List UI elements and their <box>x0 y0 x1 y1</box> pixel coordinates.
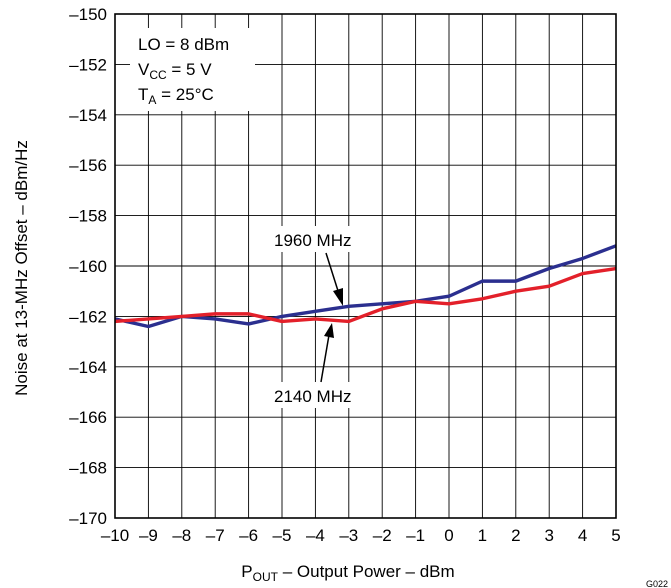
ta-annotation: TA = 25°C <box>138 85 214 107</box>
x-tick-label: –2 <box>373 526 392 545</box>
series-label-1960: 1960 MHz <box>274 231 351 250</box>
x-tick-label: 4 <box>578 526 587 545</box>
y-tick-label: –160 <box>69 257 107 276</box>
y-tick-label: –150 <box>69 5 107 24</box>
y-tick-label: –166 <box>69 408 107 427</box>
arrow-2140-head <box>324 323 334 338</box>
x-title-main: P <box>241 562 252 581</box>
ta-sub: A <box>148 93 156 107</box>
x-tick-label: –4 <box>306 526 325 545</box>
y-tick-label: –170 <box>69 509 107 528</box>
x-tick-labels: –10 –9 –8 –7 –6 –5 –4 –3 –2 –1 0 1 2 3 4 5 <box>101 526 621 545</box>
series-label-2140: 2140 MHz <box>274 387 351 406</box>
x-tick-label: –8 <box>172 526 191 545</box>
x-tick-label: –9 <box>139 526 158 545</box>
x-tick-label: 3 <box>544 526 553 545</box>
conditions-box <box>130 28 255 111</box>
x-tick-label: –3 <box>339 526 358 545</box>
x-title-sub: OUT <box>253 570 279 584</box>
series-line-2140mhz <box>114 266 617 324</box>
x-tick-label: –1 <box>406 526 425 545</box>
series-lines <box>114 244 617 329</box>
y-tick-label: –156 <box>69 156 107 175</box>
lo-annotation: LO = 8 dBm <box>138 35 229 54</box>
series-line-1960mhz <box>114 244 617 329</box>
y-tick-label: –164 <box>69 358 107 377</box>
grid <box>114 13 617 519</box>
y-tick-label: –152 <box>69 55 107 74</box>
y-tick-label: –162 <box>69 307 107 326</box>
figure-id: G022 <box>646 579 668 588</box>
vcc-rest: = 5 V <box>167 60 213 79</box>
ta-rest: = 25°C <box>156 85 213 104</box>
label-2140-box <box>268 382 372 408</box>
x-tick-label: –10 <box>101 526 129 545</box>
x-tick-label: –5 <box>273 526 292 545</box>
x-tick-label: 2 <box>511 526 520 545</box>
y-tick-label: –158 <box>69 207 107 226</box>
y-tick-label: –154 <box>69 106 107 125</box>
x-tick-label: 0 <box>444 526 453 545</box>
x-axis-title: POUT – Output Power – dBm <box>241 562 454 584</box>
y-tick-labels: –150 –152 –154 –156 –158 –160 –162 –164 –166 –168… <box>69 5 107 528</box>
vcc-annotation: VCC = 5 V <box>138 60 212 82</box>
x-tick-label: –7 <box>206 526 225 545</box>
x-tick-label: 1 <box>478 526 487 545</box>
arrow-1960-line <box>325 252 340 295</box>
ta-main: T <box>138 85 148 104</box>
x-tick-label: 5 <box>611 526 620 545</box>
plot-frame <box>114 13 617 519</box>
arrow-2140-line <box>320 334 330 383</box>
y-tick-label: –168 <box>69 459 107 478</box>
vcc-sub: CC <box>149 68 167 82</box>
x-tick-label: –6 <box>239 526 258 545</box>
y-axis-title: Noise at 13-MHz Offset – dBm/Hz <box>12 140 31 396</box>
vcc-main: V <box>138 60 150 79</box>
label-1960-box <box>268 226 372 252</box>
arrow-1960-head <box>333 288 343 306</box>
x-title-rest: – Output Power – dBm <box>278 562 455 581</box>
